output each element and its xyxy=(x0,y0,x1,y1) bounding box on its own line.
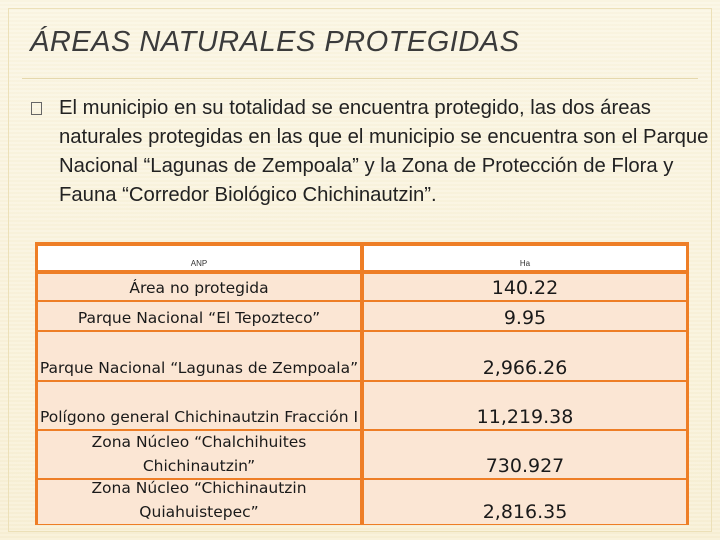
table-cell-name: Área no protegida xyxy=(129,279,269,297)
table-row-bg xyxy=(38,274,360,300)
table-cell-ha: 2,966.26 xyxy=(482,357,568,379)
table-cell-name: Parque Nacional “Lagunas de Zempoala” xyxy=(39,359,359,377)
table-cell-ha: 9.95 xyxy=(503,307,547,329)
bullet-text: El municipio en su totalidad se encuentr… xyxy=(59,97,709,206)
table-cell-name: Parque Nacional “El Tepozteco” xyxy=(77,309,321,327)
table-row-bg xyxy=(364,431,686,478)
anp-table: ANP Ha Área no protegida 140.22 Parque N… xyxy=(35,242,689,525)
table-row-bg xyxy=(364,274,686,300)
table-row-bg xyxy=(364,302,686,330)
table-row-bg xyxy=(38,431,360,478)
square-bullet-icon xyxy=(31,102,42,115)
table-cell-name: Zona Núcleo “Chichinautzin Quiahuistepec… xyxy=(91,479,307,521)
title-divider xyxy=(22,78,698,79)
table-row-bg xyxy=(38,332,360,380)
table-cell-ha: 730.927 xyxy=(485,455,565,477)
table-cell-ha: 11,219.38 xyxy=(476,406,574,428)
table-row-bg xyxy=(38,382,360,429)
table-body: Área no protegida 140.22 Parque Nacional… xyxy=(35,270,689,525)
table-cell-ha: 2,816.35 xyxy=(482,501,568,523)
table-cell-name: Polígono general Chichinautzin Fracción … xyxy=(39,408,359,426)
table-row-bg xyxy=(364,382,686,429)
table-row-bg xyxy=(38,480,360,524)
table-cell-ha: 140.22 xyxy=(491,277,559,299)
slide-title: ÁREAS NATURALES PROTEGIDAS xyxy=(30,26,520,58)
table-row-bg xyxy=(364,480,686,524)
header-label-ha: Ha xyxy=(519,259,531,268)
table-row-bg xyxy=(364,332,686,380)
table-cell-name: Zona Núcleo “Chalchihuites Chichinautzin… xyxy=(91,433,307,475)
header-cell-anp: ANP xyxy=(38,246,360,270)
table-row-bg xyxy=(38,302,360,330)
header-label-anp: ANP xyxy=(190,259,208,268)
header-cell-ha: Ha xyxy=(364,246,686,270)
table-header: ANP Ha xyxy=(35,242,689,270)
